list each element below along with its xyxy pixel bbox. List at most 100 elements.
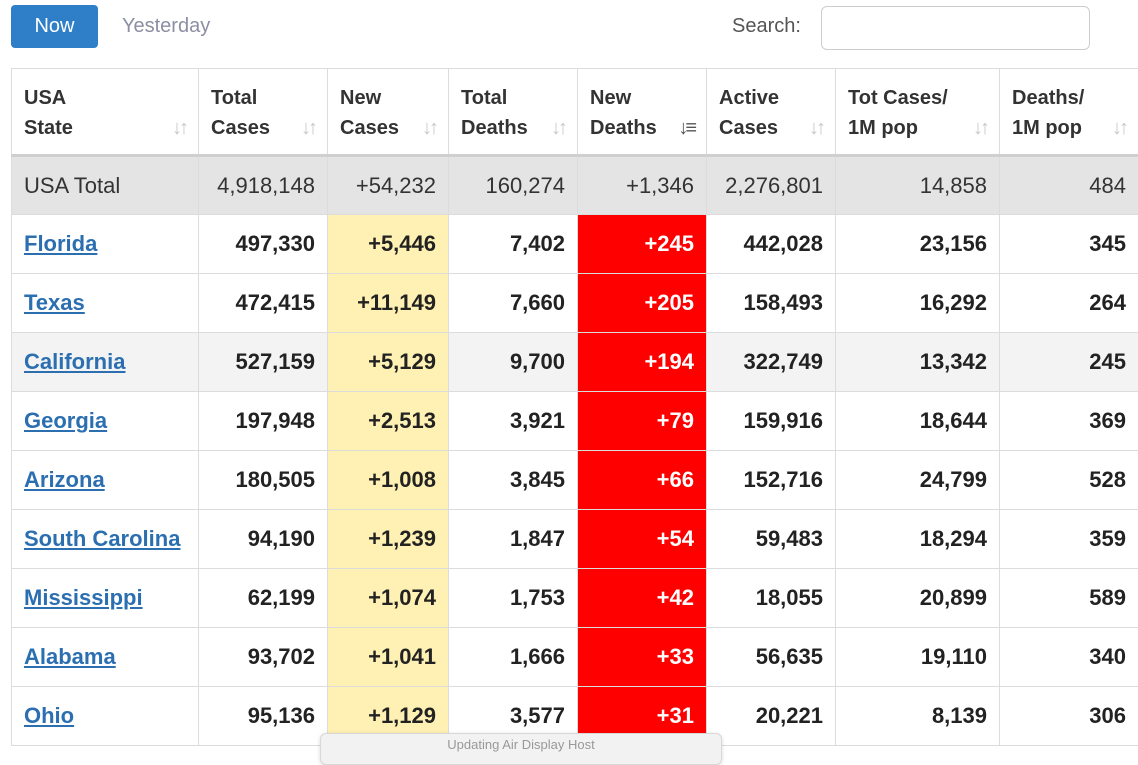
cell-total-cases: 497,330 [199,215,328,274]
cell-state: Arizona [12,451,199,510]
sort-arrows-icon[interactable]: ↓↑ [973,113,987,143]
cell-total-deaths: 9,700 [449,333,578,392]
cell-new-deaths: +205 [578,274,707,333]
cell-new-deaths: +1,346 [578,156,707,215]
cell-new-deaths: +54 [578,510,707,569]
cell-new-deaths: +42 [578,569,707,628]
cell-cases-per-1m: 16,292 [836,274,1000,333]
cell-state: USA Total [12,156,199,215]
cell-total-cases: 180,505 [199,451,328,510]
sort-arrows-icon[interactable]: ↓↑ [422,113,436,143]
sort-arrows-icon[interactable]: ↓↑ [172,113,186,143]
cell-active-cases: 59,483 [707,510,836,569]
column-header-label-line2: Cases [719,113,823,143]
cell-total-deaths: 7,402 [449,215,578,274]
column-header-label-line1: Deaths/ [1012,83,1126,113]
column-header-cases-per-1m[interactable]: Tot Cases/1M pop↓↑ [836,69,1000,156]
cell-total-cases: 62,199 [199,569,328,628]
sort-arrows-icon[interactable]: ↓↑ [301,113,315,143]
cell-state: South Carolina [12,510,199,569]
column-header-label-line1: USA [24,83,186,113]
cell-active-cases: 18,055 [707,569,836,628]
cell-cases-per-1m: 13,342 [836,333,1000,392]
state-link[interactable]: Georgia [24,408,107,433]
now-tab-button[interactable]: Now [11,5,98,48]
cell-active-cases: 2,276,801 [707,156,836,215]
cell-active-cases: 20,221 [707,687,836,746]
cell-deaths-per-1m: 528 [1000,451,1138,510]
column-header-label-line2: 1M pop [848,113,987,143]
state-link[interactable]: California [24,349,125,374]
cell-active-cases: 158,493 [707,274,836,333]
yesterday-tab-button[interactable]: Yesterday [110,5,222,48]
cell-new-cases: +1,008 [328,451,449,510]
cell-deaths-per-1m: 359 [1000,510,1138,569]
status-tooltip: Updating Air Display Host [320,733,722,765]
cell-state: Mississippi [12,569,199,628]
column-header-label-line1: Active [719,83,823,113]
state-link[interactable]: Mississippi [24,585,143,610]
cell-new-cases: +5,446 [328,215,449,274]
sort-arrows-icon[interactable]: ↓↑ [1112,113,1126,143]
state-link[interactable]: South Carolina [24,526,180,551]
sort-arrows-icon[interactable]: ↓↑ [809,113,823,143]
search-input[interactable] [821,6,1090,50]
cell-total-deaths: 1,847 [449,510,578,569]
cell-new-cases: +11,149 [328,274,449,333]
cell-cases-per-1m: 18,294 [836,510,1000,569]
cell-total-deaths: 3,921 [449,392,578,451]
cell-state: Ohio [12,687,199,746]
column-header-label-line1: New [340,83,436,113]
cell-state: California [12,333,199,392]
cell-new-cases: +1,239 [328,510,449,569]
cell-new-cases: +5,129 [328,333,449,392]
cell-total-cases: 94,190 [199,510,328,569]
sort-arrows-icon[interactable]: ↓↑ [551,113,565,143]
column-header-label-line2: State [24,113,186,143]
sort-descending-icon[interactable]: ↓≡ [678,113,694,143]
cell-new-cases: +1,041 [328,628,449,687]
cell-new-deaths: +33 [578,628,707,687]
cell-cases-per-1m: 8,139 [836,687,1000,746]
cell-deaths-per-1m: 306 [1000,687,1138,746]
cell-total-deaths: 1,753 [449,569,578,628]
cell-cases-per-1m: 18,644 [836,392,1000,451]
cell-deaths-per-1m: 369 [1000,392,1138,451]
column-header-label-line1: Total [211,83,315,113]
cell-deaths-per-1m: 340 [1000,628,1138,687]
cell-deaths-per-1m: 264 [1000,274,1138,333]
cell-cases-per-1m: 23,156 [836,215,1000,274]
cell-total-deaths: 7,660 [449,274,578,333]
cell-new-deaths: +245 [578,215,707,274]
state-link[interactable]: Ohio [24,703,74,728]
cell-new-cases: +54,232 [328,156,449,215]
column-header-label-line2: Cases [211,113,315,143]
cell-total-deaths: 160,274 [449,156,578,215]
column-header-deaths-per-1m[interactable]: Deaths/1M pop↓↑ [1000,69,1138,156]
cell-total-cases: 4,918,148 [199,156,328,215]
state-link[interactable]: Florida [24,231,97,256]
state-link[interactable]: Arizona [24,467,105,492]
state-link[interactable]: Texas [24,290,85,315]
state-link[interactable]: Alabama [24,644,116,669]
cell-new-deaths: +194 [578,333,707,392]
search-label: Search: [732,5,801,48]
cell-deaths-per-1m: 484 [1000,156,1138,215]
column-header-label-line2: Deaths [461,113,565,143]
column-header-label-line1: New [590,83,694,113]
cell-active-cases: 152,716 [707,451,836,510]
cell-active-cases: 159,916 [707,392,836,451]
